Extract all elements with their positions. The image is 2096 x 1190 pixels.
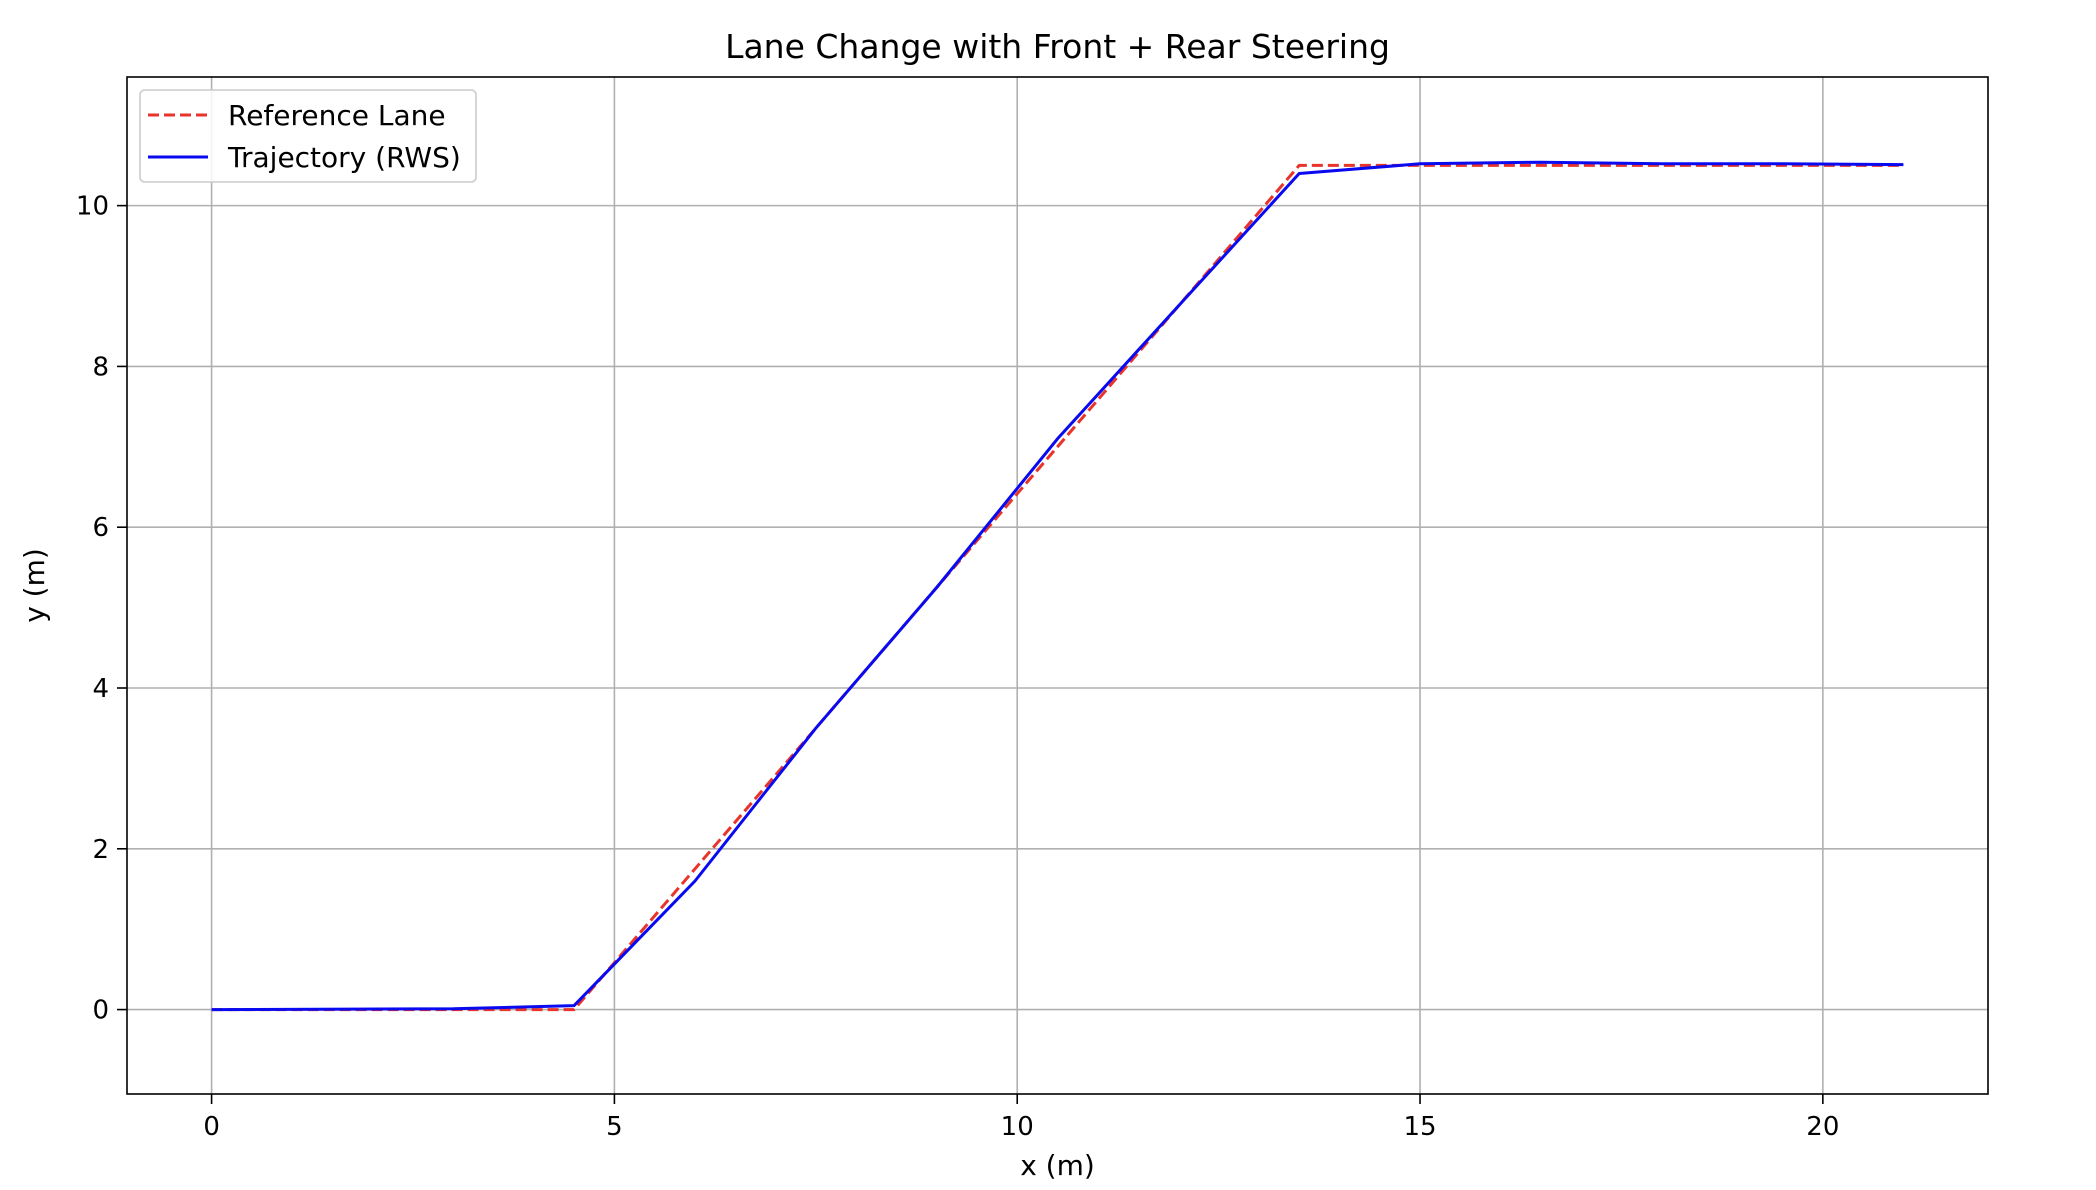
x-tick-label: 0 [203,1112,220,1142]
series-line-1 [211,160,1904,1012]
x-tick-label: 5 [606,1112,623,1142]
y-tick-label: 10 [76,192,109,222]
grid [127,77,1988,1094]
plot-frame [126,76,1989,1095]
y-axis-label: y (m) [18,548,51,623]
y-tick-label: 4 [92,674,109,704]
chart-title: Lane Change with Front + Rear Steering [725,27,1390,66]
legend-box [139,89,477,183]
y-tick-label: 6 [92,513,109,543]
x-tick-label: 20 [1806,1112,1839,1142]
x-tick-label: 10 [1001,1112,1034,1142]
x-axis-label: x (m) [1020,1149,1095,1182]
legend: Reference Lane Trajectory (RWS) [139,89,477,183]
x-tick-label: 15 [1403,1112,1436,1142]
axis-ticks: 0 5 10 15 20 0 2 4 6 8 10 [76,192,1839,1142]
plot-series [211,160,1904,1012]
y-tick-label: 0 [92,996,109,1026]
y-tick-label: 8 [92,352,109,382]
legend-label-1: Trajectory (RWS) [227,141,461,174]
y-tick-label: 2 [92,835,109,865]
legend-label-0: Reference Lane [228,99,446,132]
